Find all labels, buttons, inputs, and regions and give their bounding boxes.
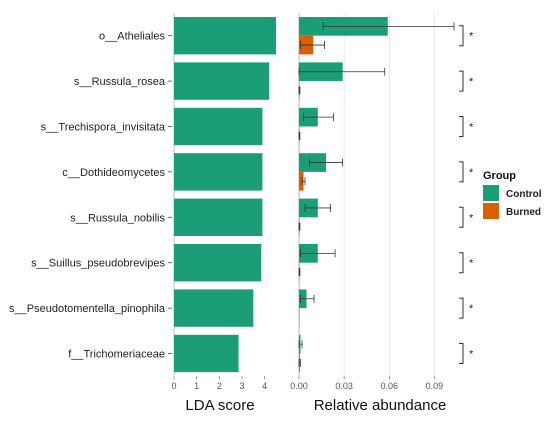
error-bar-burned-f-trichomeriaceae	[298, 358, 301, 367]
error-bar-control-o-atheliales	[322, 22, 455, 31]
abundance-bar-burned-c-dothideomycetes	[299, 171, 304, 191]
significance-bracket: *	[459, 206, 474, 228]
significance-bracket: *	[459, 70, 474, 92]
lda-axis-title: LDA score	[185, 397, 254, 414]
lda-bar-s-russula-rosea	[174, 62, 270, 100]
error-bar-control-s-suillus-pseudobrevipes	[300, 249, 336, 258]
error-bar-control-s-russula-nobilis	[304, 203, 332, 212]
error-bar-burned-s-russula-rosea	[298, 86, 301, 95]
error-bar-burned-c-dothideomycetes	[301, 177, 306, 186]
significance-bracket: *	[459, 343, 474, 364]
category-label-s-russula-rosea: s__Russula_rosea	[74, 76, 166, 88]
category-label-o-atheliales: o__Atheliales	[99, 31, 166, 43]
legend-swatch-control	[483, 185, 499, 201]
category-label-s-russula-nobilis: s__Russula_nobilis	[70, 212, 165, 224]
lda-x-tick-label: 3	[239, 381, 244, 391]
error-bar-control-f-trichomeriaceae	[298, 340, 303, 349]
category-label-c-dothideomycetes: c__Dothideomycetes	[62, 167, 165, 179]
significance-star: *	[469, 349, 474, 361]
significance-bracket: *	[459, 297, 474, 319]
lda-bar-o-atheliales	[174, 17, 276, 55]
abundance-x-tick-label: 0.06	[381, 381, 399, 391]
legend-title: Group	[483, 170, 516, 182]
category-label-f-trichomeriaceae: f__Trichomeriaceae	[68, 349, 165, 361]
abundance-x-tick-label: 0.09	[426, 381, 444, 391]
lda-bar-s-russula-nobilis	[174, 198, 263, 236]
significance-star: *	[469, 258, 474, 270]
lda-bar-f-trichomeriaceae	[174, 334, 239, 373]
significance-star: *	[469, 212, 474, 224]
significance-star: *	[469, 122, 474, 134]
legend-swatch-burned	[483, 203, 499, 219]
error-bar-burned-s-trechispora-invisitata	[298, 131, 301, 140]
significance-star: *	[469, 31, 474, 43]
error-bar-control-s-russula-rosea	[298, 67, 386, 76]
error-bar-control-s-pseudotomentella-pinophila	[300, 294, 315, 303]
abundance-x-tick-label: 0.03	[335, 381, 353, 391]
significance-star: *	[469, 303, 474, 315]
legend: Group Control Burned	[483, 170, 542, 219]
significance-bracket: *	[459, 161, 474, 183]
significance-markers: * * * * * * * *	[459, 25, 474, 364]
abundance-x-tick-label: 0.00	[290, 381, 308, 391]
category-label-s-suillus-pseudobrevipes: s__Suillus_pseudobrevipes	[31, 258, 165, 270]
lda-x-tick-label: 2	[217, 381, 222, 391]
error-bar-control-c-dothideomycetes	[309, 158, 344, 167]
abundance-axis-title: Relative abundance	[314, 397, 447, 414]
error-bar-burned-s-suillus-pseudobrevipes	[298, 268, 301, 277]
category-label-s-trechispora-invisitata: s__Trechispora_invisitata	[41, 122, 166, 134]
lda-bar-c-dothideomycetes	[174, 153, 263, 191]
significance-bracket: *	[459, 252, 474, 274]
error-bar-control-s-trechispora-invisitata	[303, 113, 335, 122]
significance-bracket: *	[459, 25, 474, 47]
lda-x-tick-label: 4	[262, 381, 267, 391]
abundance-panel: 0.00 0.03 0.06 0.09	[290, 13, 455, 391]
error-bar-burned-o-atheliales	[300, 41, 325, 50]
significance-star: *	[469, 76, 474, 88]
lda-panel: 0 1 2 3 4	[171, 13, 276, 391]
significance-bracket: *	[459, 116, 474, 137]
lda-x-tick-label: 1	[194, 381, 199, 391]
lda-bar-s-pseudotomentella-pinophila	[174, 289, 254, 327]
legend-label-burned: Burned	[506, 207, 541, 218]
lda-x-tick-label: 0	[171, 381, 176, 391]
lda-bar-s-suillus-pseudobrevipes	[174, 244, 262, 282]
category-labels: o__Atheliales s__Russula_rosea s__Trechisp…	[9, 31, 172, 361]
significance-star: *	[469, 167, 474, 179]
error-bar-burned-s-russula-nobilis	[298, 222, 301, 231]
legend-label-control: Control	[506, 189, 542, 200]
abundance-bar-burned-s-pseudotomentella-pinophila	[299, 308, 300, 327]
lda-bar-s-trechispora-invisitata	[174, 107, 263, 146]
category-label-s-pseudotomentella-pinophila: s__Pseudotomentella_pinophila	[9, 303, 166, 315]
